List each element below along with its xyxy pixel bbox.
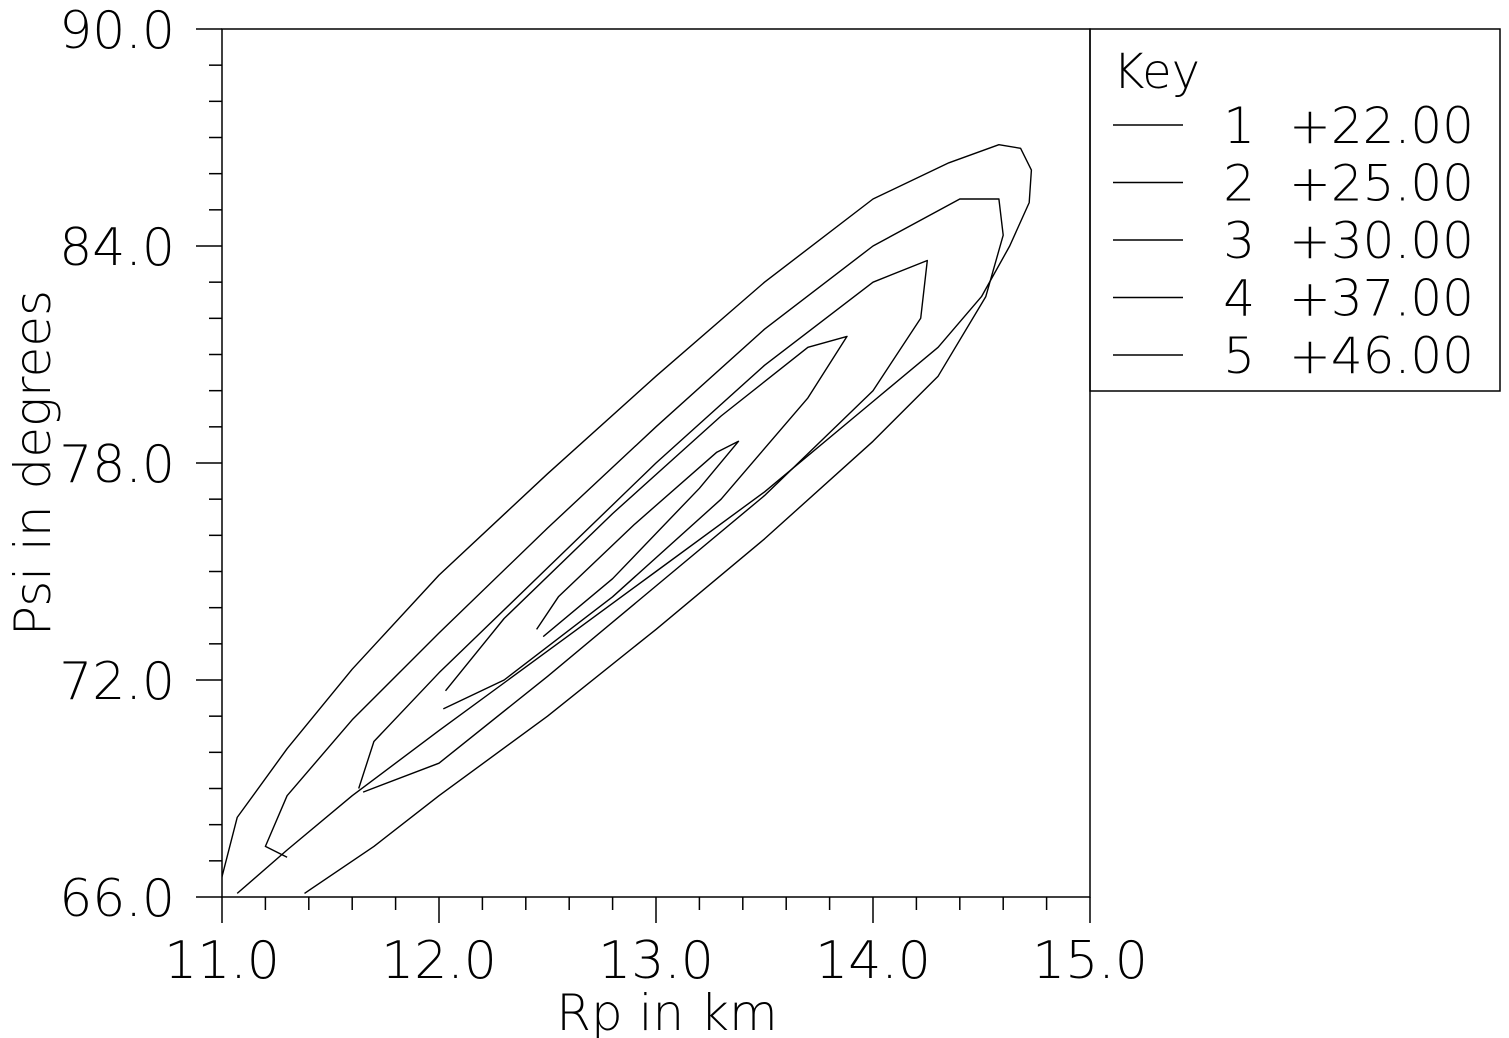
legend-index: 3 <box>1223 212 1255 270</box>
legend-value: +37.00 <box>1289 270 1474 328</box>
legend-value: +46.00 <box>1289 327 1474 385</box>
contour-level-46 <box>536 440 740 638</box>
legend-frame <box>1089 28 1501 392</box>
x-tick-label: 13.0 <box>598 931 714 991</box>
y-tick-label: 72.0 <box>59 652 175 712</box>
y-axis: 66.0 72.0 78.0 84.0 90.0 <box>59 1 222 929</box>
y-tick-label: 90.0 <box>59 1 175 61</box>
contour-level-25 <box>264 198 1004 894</box>
y-tick-label: 66.0 <box>59 869 175 929</box>
legend-value: +25.00 <box>1289 155 1474 213</box>
contour-level-37 <box>442 335 848 710</box>
legend-title: Key <box>1113 44 1200 100</box>
legend-index: 5 <box>1223 327 1255 385</box>
legend-value: +22.00 <box>1289 97 1474 155</box>
legend-index: 1 <box>1223 97 1255 155</box>
contour-level-30 <box>358 259 928 793</box>
legend-value: +30.00 <box>1289 212 1474 270</box>
x-axis: 11.0 12.0 13.0 14.0 15.0 <box>164 897 1148 991</box>
x-tick-label: 11.0 <box>164 931 280 991</box>
y-axis-title: Psi in degrees <box>4 290 62 636</box>
legend-index: 2 <box>1223 155 1255 213</box>
x-axis-title: Rp in km <box>556 984 778 1038</box>
y-tick-label: 84.0 <box>59 218 175 278</box>
legend-index: 4 <box>1223 270 1255 328</box>
y-tick-label: 78.0 <box>59 435 175 495</box>
contour-level-22 <box>222 143 1033 894</box>
contour-lines <box>222 143 1033 894</box>
legend-entries: 1 +22.00 2 +25.00 3 +30.00 4 +37.00 5 +46.00 <box>1113 97 1474 385</box>
x-tick-label: 15.0 <box>1032 931 1148 991</box>
x-tick-label: 14.0 <box>815 931 931 991</box>
x-tick-label: 12.0 <box>381 931 497 991</box>
legend-box: Key 1 +22.00 2 +25.00 3 +30.00 4 +37.00 5 +46.00 <box>1089 28 1501 392</box>
